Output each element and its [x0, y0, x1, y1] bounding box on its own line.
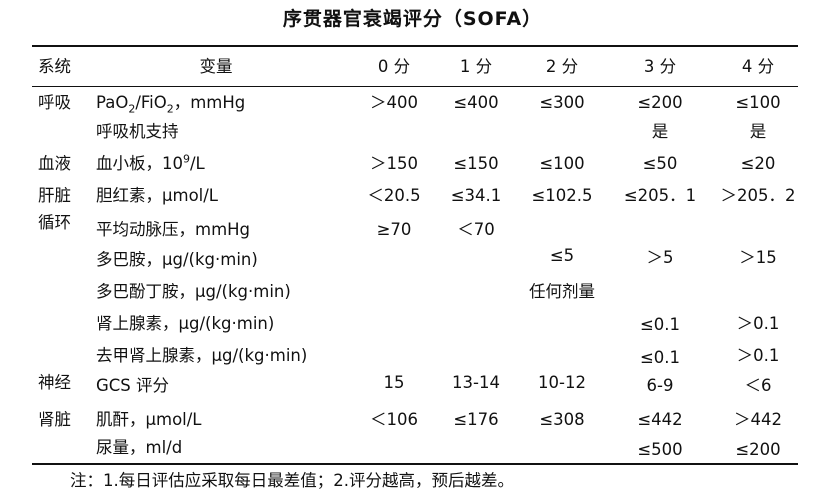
variable-dopamine: 多巴胺，μg/(kg·min) — [96, 250, 258, 269]
creatinine-score-1: ≤176 — [453, 410, 499, 429]
liver-score-4: ＞205．2 — [720, 186, 796, 205]
blood-score-0: ＞150 — [370, 154, 418, 173]
header-score-1: 1 分 — [459, 57, 493, 76]
norepinephrine-score-4: ＞0.1 — [736, 346, 780, 365]
dopamine-score-3: ＞5 — [646, 248, 674, 267]
neuro-score-4: ＜6 — [744, 376, 772, 395]
resp-score-4: ≤100 — [735, 93, 781, 112]
liver-score-2: ≤102.5 — [531, 186, 593, 205]
creatinine-score-2: ≤308 — [539, 410, 585, 429]
variable-dobutamine: 多巴酚丁胺，μg/(kg·min) — [96, 282, 291, 301]
neuro-score-3: 6-9 — [646, 376, 674, 395]
resp-score-0: ＞400 — [370, 93, 418, 112]
urine-score-4: ≤200 — [735, 440, 781, 459]
creatinine-score-3: ≤442 — [637, 410, 683, 429]
neuro-score-0: 15 — [383, 373, 405, 392]
variable-creatinine: 肌酐，μmol/L — [96, 410, 202, 429]
urine-score-3: ≤500 — [637, 440, 683, 459]
bottom-rule — [32, 463, 798, 465]
dopamine-score-4: ＞15 — [739, 248, 777, 267]
variable-pao2-fio2: PaO2/FiO2，mmHg — [96, 93, 246, 116]
neuro-score-2: 10-12 — [538, 373, 586, 392]
system-respiration: 呼吸 — [38, 93, 71, 112]
norepinephrine-score-3: ≤0.1 — [639, 348, 681, 367]
variable-urine-output: 尿量，ml/d — [96, 438, 183, 457]
epinephrine-score-3: ≤0.1 — [639, 315, 681, 334]
dopamine-score-2: ≤5 — [549, 246, 575, 265]
header-variable: 变量 — [199, 57, 233, 76]
header-system: 系统 — [38, 57, 71, 76]
neuro-score-1: 13-14 — [452, 373, 500, 392]
resp-score-1: ≤400 — [453, 93, 499, 112]
map-score-1: ＜70 — [457, 220, 495, 239]
blood-score-3: ≤50 — [642, 154, 678, 173]
variable-gcs: GCS 评分 — [96, 376, 170, 395]
system-neuro: 神经 — [38, 373, 71, 392]
liver-score-0: ＜20.5 — [367, 186, 421, 205]
system-circulation: 循环 — [38, 213, 71, 232]
system-blood: 血液 — [38, 154, 71, 173]
header-score-0: 0 分 — [377, 57, 411, 76]
header-score-3: 3 分 — [643, 57, 677, 76]
creatinine-score-0: ＜106 — [370, 410, 418, 429]
resp-score-3: ≤200 — [637, 93, 683, 112]
header-rule — [32, 86, 798, 87]
variable-epinephrine: 肾上腺素，μg/(kg·min) — [96, 314, 275, 333]
variable-norepinephrine: 去甲肾上腺素，μg/(kg·min) — [96, 346, 308, 365]
blood-score-4: ≤20 — [740, 154, 776, 173]
header-score-2: 2 分 — [545, 57, 579, 76]
table-title: 序贯器官衰竭评分（SOFA） — [282, 8, 543, 30]
system-renal: 肾脏 — [38, 410, 71, 429]
footnote: 注：1.每日评估应采取每日最差值；2.评分越高，预后越差。 — [70, 471, 514, 490]
blood-score-1: ≤150 — [453, 154, 499, 173]
variable-bilirubin: 胆红素，μmol/L — [96, 186, 219, 205]
variable-map: 平均动脉压，mmHg — [96, 220, 251, 239]
variable-ventilator: 呼吸机支持 — [96, 122, 179, 141]
epinephrine-score-4: ＞0.1 — [736, 314, 780, 333]
liver-score-1: ≤34.1 — [450, 186, 502, 205]
dobutamine-score-2: 任何剂量 — [529, 282, 595, 301]
map-score-0: ≥70 — [376, 220, 412, 239]
top-rule — [32, 45, 798, 47]
blood-score-2: ≤100 — [539, 154, 585, 173]
resp-score-2: ≤300 — [539, 93, 585, 112]
vent-score-3: 是 — [651, 122, 669, 141]
variable-platelets: 血小板，109/L — [96, 152, 205, 174]
creatinine-score-4: ＞442 — [734, 410, 782, 429]
header-score-4: 4 分 — [741, 57, 775, 76]
liver-score-3: ≤205．1 — [623, 186, 697, 205]
vent-score-4: 是 — [749, 122, 767, 141]
system-liver: 肝脏 — [38, 186, 71, 205]
